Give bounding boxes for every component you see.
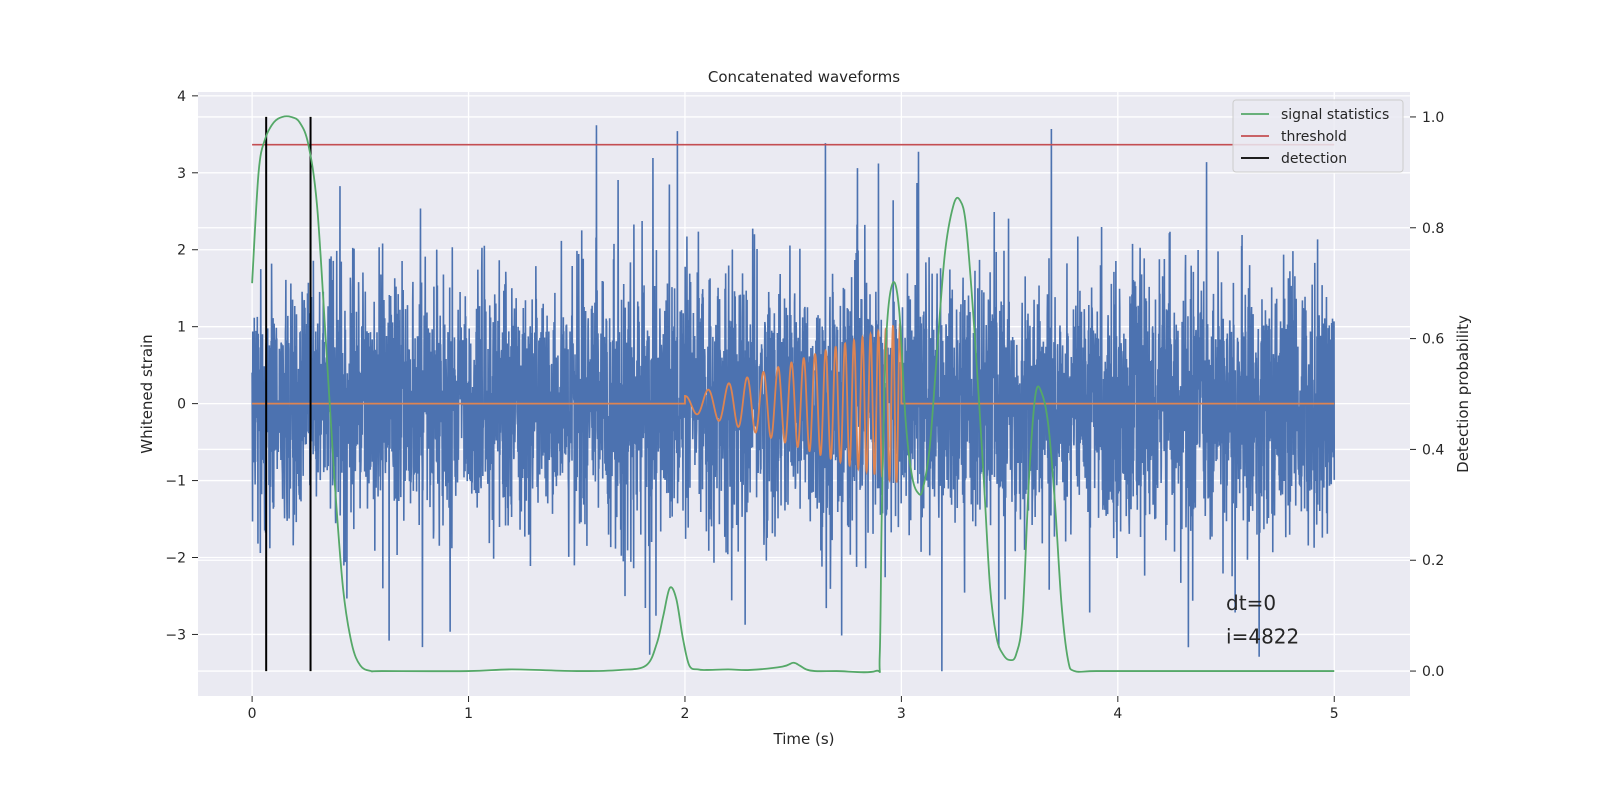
legend-label-signal-statistics: signal statistics [1281, 107, 1389, 123]
y2-tick-label: 1.0 [1422, 110, 1444, 126]
y-axis-label: Whitened strain [138, 334, 156, 453]
annotations: dt=0 i=4822 [1226, 591, 1299, 649]
x-axis-label: Time (s) [773, 730, 835, 748]
y-tick-label: 2 [177, 243, 186, 259]
x-tick-label: 2 [681, 706, 690, 722]
y2-axis-label: Detection probability [1454, 315, 1472, 473]
legend-label-detection: detection [1281, 151, 1347, 167]
y-tick-label: −3 [165, 627, 186, 643]
y-tick-label: −2 [165, 551, 186, 567]
y-tick-label: −1 [165, 474, 186, 490]
legend-label-threshold: threshold [1281, 129, 1347, 145]
y-tick-label: 4 [177, 89, 186, 105]
strain-series-line [251, 125, 1336, 672]
y-tick-label: 1 [177, 320, 186, 336]
y2-tick-label: 0.6 [1422, 332, 1444, 348]
x-tick-label: 5 [1330, 706, 1339, 722]
y2-tick-label: 0.2 [1422, 553, 1444, 569]
template-series-line [252, 323, 1335, 484]
legend: signal statistics threshold detection [1232, 99, 1404, 173]
y-tick-label: 0 [177, 397, 186, 413]
x-tick-label: 0 [248, 706, 257, 722]
x-tick-label: 4 [1113, 706, 1122, 722]
x-tick-label: 3 [897, 706, 906, 722]
data-layer [251, 115, 1336, 674]
x-tick-label: 1 [464, 706, 473, 722]
y2-tick-label: 0.0 [1422, 664, 1444, 680]
y2-tick-label: 0.4 [1422, 442, 1444, 458]
signal-statistics-line [251, 115, 1335, 674]
annotation-text: i=4822 [1226, 625, 1299, 649]
y2-tick-label: 0.8 [1422, 221, 1444, 237]
y-tick-label: 3 [177, 166, 186, 182]
annotation-text: dt=0 [1226, 591, 1276, 615]
legend-box [1232, 99, 1404, 173]
chart-title: Concatenated waveforms [708, 68, 900, 86]
axes: 0 1 2 3 4 5 −3 −2 −1 0 1 2 3 4 0.0 0.2 0.4 0.6 0.8 1.0 [165, 89, 1444, 722]
